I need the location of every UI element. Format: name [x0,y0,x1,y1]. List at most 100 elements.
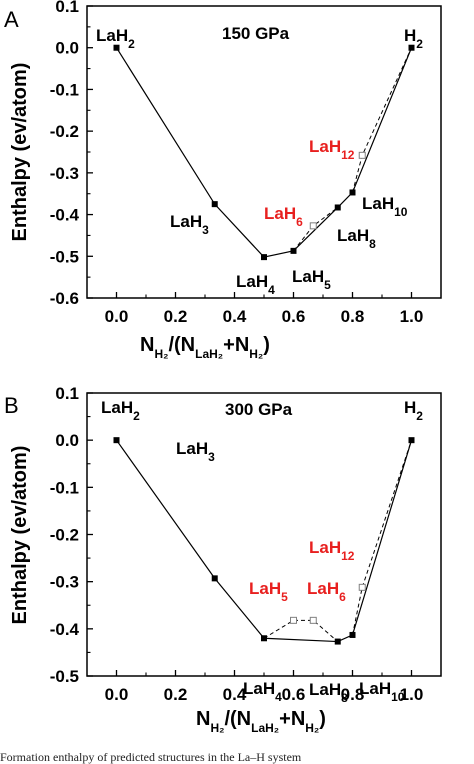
point-label-subscript: 2 [133,409,140,423]
point-label-subscript: 6 [339,590,346,604]
x-axis-label-part: +N [279,708,305,730]
point-label: LaH8 [337,226,376,251]
hull-point [334,204,341,211]
point-label-base: LaH [176,439,208,458]
metastable-point [309,222,317,230]
point-label-base: LaH [170,212,202,231]
x-axis-label-subscript: H₂ [249,347,263,361]
y-tick-label: -0.2 [50,122,79,141]
point-label: LaH2 [101,398,140,423]
point-label-base: LaH [309,137,341,156]
y-axis-label: Enthalpy (ev/atom) [9,63,31,242]
point-label-base: LaH [96,26,128,45]
point-label-subscript: 12 [341,549,355,563]
point-label-base: LaH [236,272,268,291]
point-label: LaH10 [359,679,405,704]
y-axis-label: Enthalpy (ev/atom) [9,446,31,625]
point-label-base: LaH [292,267,324,286]
metastable-point [290,616,297,624]
x-axis-label-part: /(N [224,708,251,730]
y-tick-label: -0.3 [50,573,79,592]
metastable-point [309,616,317,624]
panel-label: A [4,7,19,32]
point-label-base: LaH [307,579,339,598]
point-label: LaH6 [307,579,346,604]
x-axis-label-part: /(N [168,334,195,356]
y-tick-label: 0.1 [55,0,79,16]
x-axis-label-part: ) [319,708,326,730]
point-label: LaH3 [176,439,215,464]
y-tick-label: -0.1 [50,80,79,99]
point-label-base: LaH [101,398,133,417]
panel-label: B [4,393,19,418]
point-label-subscript: 10 [394,205,408,219]
hull-point [349,631,356,638]
hull-point [349,189,356,196]
x-tick-label: 0.2 [164,307,188,326]
hull-point [211,575,218,582]
chart-panel-a: 0.1 0.0 -0.1 -0.2 -0.3 -0.4 -0.5 -0.6 0.0 0.2 0.4 0… [4,0,442,361]
point-label-subscript: 2 [416,409,423,423]
point-label-base: LaH [309,538,341,557]
chart-title: 300 GPa [225,400,293,419]
x-tick-label: 0.6 [282,685,306,704]
point-label: H2 [404,398,423,423]
x-tick-label: 0.4 [223,307,247,326]
x-axis-label-part: N [140,334,154,356]
hull-point [113,44,120,51]
y-tick-label: -0.3 [50,164,79,183]
metastable-dashed-line [352,440,412,636]
x-axis-label-subscript: H₂ [210,721,224,735]
y-tick-label: -0.4 [50,620,80,639]
point-label: LaH12 [309,538,355,563]
point-label-subscript: 8 [341,691,348,705]
x-axis-label-part: N [196,708,210,730]
y-tick-label: -0.2 [50,526,79,545]
chart-panel-b: 0.1 0.0 -0.1 -0.2 -0.3 -0.4 -0.5 0.0 0.2 0.4 0.6 0.… [4,384,442,735]
point-label: LaH10 [362,194,408,219]
x-axis-label: NH₂/(NLaH₂+NH₂) [140,334,270,361]
metastable-point [358,583,366,591]
metastable-point [358,151,366,159]
x-tick-label: 0.2 [164,685,188,704]
figure-caption: Formation enthalpy of predicted structur… [0,750,302,764]
point-label-base: LaH [337,226,369,245]
point-label-base: LaH [243,679,275,698]
x-axis-label-subscript: H₂ [305,721,319,735]
point-label: LaH5 [249,579,288,604]
x-tick-label: 0.6 [282,307,306,326]
point-label-subscript: 3 [208,450,215,464]
point-label: LaH6 [264,204,303,229]
x-axis-label-subscript: H₂ [154,347,168,361]
point-label-base: LaH [249,579,281,598]
point-label: LaH2 [96,26,135,51]
x-tick-label: 0.8 [341,307,365,326]
point-label: LaH4 [243,679,282,704]
point-label: LaH8 [309,680,348,705]
point-label-subscript: 5 [324,278,331,292]
hull-line [116,439,413,643]
y-tick-label: 0.0 [55,39,79,58]
y-tick-label: -0.1 [50,478,79,497]
hull-point [290,247,297,254]
point-label-base: LaH [309,680,341,699]
y-tick-label: -0.4 [50,206,80,225]
y-tick-label: -0.6 [50,289,79,308]
point-label-base: H [404,26,416,45]
point-label-subscript: 3 [202,223,209,237]
x-axis-label-subscript: LaH₂ [195,347,223,361]
hull-point [113,437,120,444]
point-label: LaH4 [236,272,275,297]
metastable-dashed-line [263,619,339,642]
hull-point [261,254,267,261]
point-label-subscript: 4 [275,690,282,704]
plot-frame [86,392,442,677]
chart-title: 150 GPa [222,24,290,43]
point-label-subscript: 2 [128,37,135,51]
point-label: LaH3 [170,212,209,237]
x-axis-label-subscript: LaH₂ [251,721,279,735]
x-tick-label: 0.8 [341,685,365,704]
y-tick-label: -0.5 [50,667,79,686]
x-tick-label: 0.0 [105,685,129,704]
